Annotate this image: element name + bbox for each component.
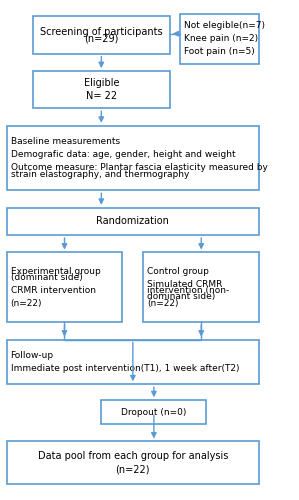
Text: Data pool from each group for analysis: Data pool from each group for analysis xyxy=(38,451,228,461)
Text: Immediate post intervention(T1), 1 week after(T2): Immediate post intervention(T1), 1 week … xyxy=(10,364,239,373)
Text: Dropout (n=0): Dropout (n=0) xyxy=(121,408,187,416)
FancyBboxPatch shape xyxy=(7,252,122,322)
FancyBboxPatch shape xyxy=(7,340,259,384)
Text: (n=22): (n=22) xyxy=(116,464,150,474)
Text: CRMR intervention: CRMR intervention xyxy=(10,286,96,295)
Text: Experimental group: Experimental group xyxy=(10,266,100,276)
FancyBboxPatch shape xyxy=(180,14,259,64)
Text: Randomization: Randomization xyxy=(97,216,169,226)
Text: (dominant side): (dominant side) xyxy=(10,273,82,282)
Text: Screening of participants: Screening of participants xyxy=(40,26,163,36)
Text: Demografic data: age, gender, height and weight: Demografic data: age, gender, height and… xyxy=(10,150,235,160)
Text: Simulated CRMR: Simulated CRMR xyxy=(147,280,223,288)
Text: (n=22): (n=22) xyxy=(10,299,42,308)
Text: Eligible: Eligible xyxy=(83,78,119,88)
Text: (n=22): (n=22) xyxy=(147,299,179,308)
Text: Knee pain (n=2): Knee pain (n=2) xyxy=(184,34,258,43)
FancyBboxPatch shape xyxy=(7,442,259,484)
FancyBboxPatch shape xyxy=(144,252,259,322)
Text: (n=29): (n=29) xyxy=(84,33,118,43)
Text: Control group: Control group xyxy=(147,266,209,276)
FancyBboxPatch shape xyxy=(7,208,259,235)
Text: Foot pain (n=5): Foot pain (n=5) xyxy=(184,47,255,56)
FancyBboxPatch shape xyxy=(33,71,170,108)
Text: Outcome measure: Plantar fascia elasticity measured by: Outcome measure: Plantar fascia elastici… xyxy=(10,163,268,172)
FancyBboxPatch shape xyxy=(7,126,259,190)
Text: Baseline measurements: Baseline measurements xyxy=(10,138,120,146)
Text: dominant side): dominant side) xyxy=(147,292,216,302)
Text: strain elastography, and thermography: strain elastography, and thermography xyxy=(10,170,189,178)
Text: intervention (non-: intervention (non- xyxy=(147,286,230,295)
FancyBboxPatch shape xyxy=(101,400,207,424)
Text: Follow-up: Follow-up xyxy=(10,351,54,360)
Text: Not elegible(n=7): Not elegible(n=7) xyxy=(184,22,265,30)
Text: N= 22: N= 22 xyxy=(86,91,117,101)
FancyBboxPatch shape xyxy=(33,16,170,54)
